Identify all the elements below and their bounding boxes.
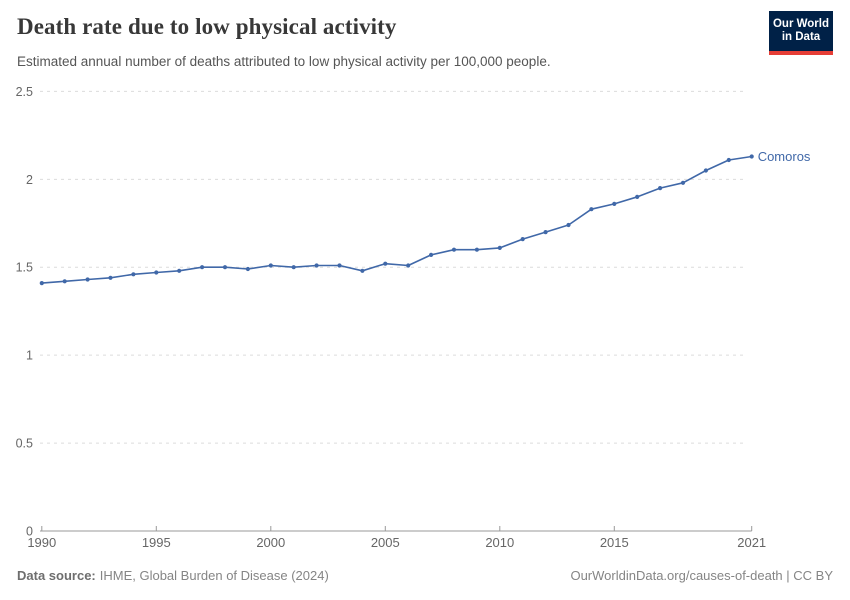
data-point[interactable] [268,263,273,268]
data-point[interactable] [177,268,182,273]
data-point[interactable] [154,270,159,275]
data-point[interactable] [360,268,365,273]
data-point[interactable] [451,247,457,252]
credit-link[interactable]: OurWorldinData.org/causes-of-death | CC … [570,568,833,583]
data-point[interactable] [566,222,571,228]
x-axis-tick-label: 1995 [142,535,171,550]
data-source-label: Data source: [17,568,96,583]
y-axis-tick-label: 1 [26,349,33,363]
data-point[interactable] [222,265,228,270]
x-axis-tick-label: 1990 [27,535,56,550]
x-axis-tick-label: 2021 [737,535,766,550]
series-end-label[interactable]: Comoros [758,149,811,164]
data-point[interactable] [612,201,617,206]
y-axis-tick-label: 0 [26,525,33,539]
data-point[interactable] [658,186,663,191]
data-point[interactable] [85,277,90,282]
data-point[interactable] [245,266,250,272]
data-point[interactable] [337,263,342,268]
data-point[interactable] [703,168,709,173]
data-point[interactable] [291,265,296,270]
data-point[interactable] [108,275,113,280]
series-line [41,155,752,284]
page-title: Death rate due to low physical activity [17,14,397,39]
owid-logo[interactable]: Our World in Data [769,11,833,55]
data-point[interactable] [62,279,67,284]
x-axis-tick-label: 2005 [371,535,400,550]
data-point[interactable] [406,263,411,268]
data-point[interactable] [474,247,479,252]
data-point[interactable] [520,237,525,242]
x-axis-tick-label: 2000 [256,535,285,550]
data-point[interactable] [314,263,319,268]
data-point[interactable] [131,272,136,277]
data-point[interactable] [589,207,594,212]
data-point[interactable] [680,180,686,185]
data-point[interactable] [39,281,44,286]
data-point[interactable] [429,252,434,257]
data-point[interactable] [497,245,502,250]
data-point[interactable] [635,194,640,199]
data-point[interactable] [200,265,205,270]
chart-footer: Data source: IHME, Global Burden of Disea… [17,568,833,583]
y-axis-tick-label: 0.5 [16,437,33,451]
data-source-note: Data source: IHME, Global Burden of Disea… [17,568,329,583]
x-axis-tick-label: 2015 [600,535,629,550]
data-source-text: IHME, Global Burden of Disease (2024) [99,568,329,583]
owid-logo-line1: Our World [772,18,829,30]
x-axis-tick-label: 2010 [485,535,514,550]
owid-logo-line2: in Data [781,31,821,43]
data-point[interactable] [749,154,754,159]
line-chart[interactable]: 0 0.5 1 1.5 2 2.5 1990 1995 2000 2005 2010 2015 2021… [0,0,850,560]
y-axis-tick-label: 2.5 [16,85,33,99]
data-point[interactable] [726,157,731,163]
data-point[interactable] [383,261,388,266]
y-axis-tick-label: 2 [26,173,33,187]
y-axis-tick-label: 1.5 [16,261,33,275]
data-point[interactable] [543,230,548,235]
chart-subtitle: Estimated annual number of deaths attrib… [17,54,551,69]
